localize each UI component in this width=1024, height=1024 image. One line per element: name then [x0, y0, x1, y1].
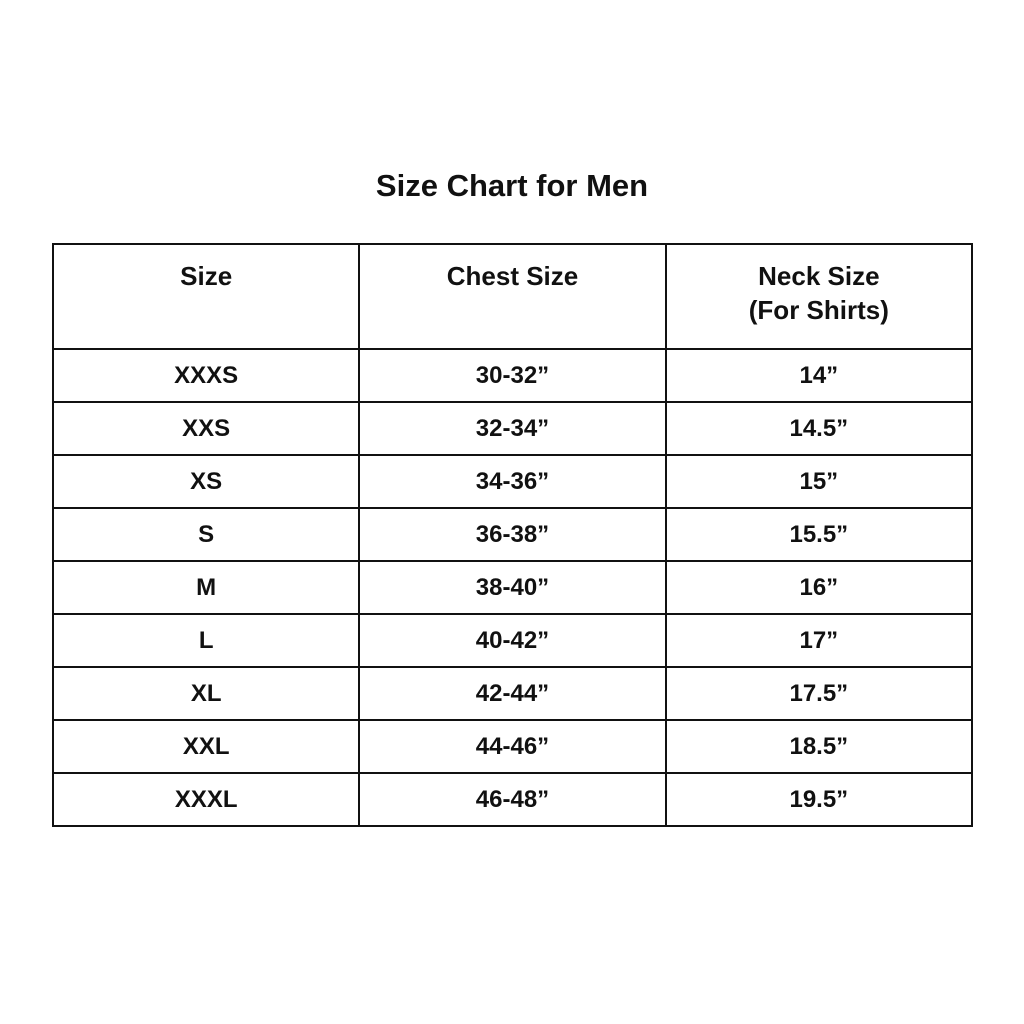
- header-neck-size-label: Neck Size: [758, 261, 880, 291]
- cell-neck-size: 14.5”: [664, 401, 974, 456]
- cell-neck-size: 18.5”: [664, 719, 974, 774]
- cell-neck-size: 16”: [664, 560, 974, 615]
- header-chest-size: Chest Size: [358, 243, 667, 350]
- table-row: S 36-38” 15.5”: [51, 507, 974, 562]
- header-row: Size Chest Size Neck Size (For Shirts): [51, 243, 974, 350]
- table-row: XS 34-36” 15”: [51, 454, 974, 509]
- table-row: XXS 32-34” 14.5”: [51, 401, 974, 456]
- cell-chest-size: 32-34”: [358, 401, 667, 456]
- cell-size: XS: [51, 454, 361, 509]
- size-table: Size Chest Size Neck Size (For Shirts) XX…: [51, 243, 974, 827]
- table-row: XXL 44-46” 18.5”: [51, 719, 974, 774]
- cell-chest-size: 44-46”: [358, 719, 667, 774]
- cell-size: XXXS: [51, 348, 361, 403]
- cell-chest-size: 40-42”: [358, 613, 667, 668]
- cell-neck-size: 15”: [664, 454, 974, 509]
- table-row: XXXL 46-48” 19.5”: [51, 772, 974, 827]
- cell-neck-size: 17”: [664, 613, 974, 668]
- table-row: L 40-42” 17”: [51, 613, 974, 668]
- cell-size: XL: [51, 666, 361, 721]
- table-row: XXXS 30-32” 14”: [51, 348, 974, 403]
- cell-chest-size: 38-40”: [358, 560, 667, 615]
- header-neck-size-note: (For Shirts): [748, 295, 889, 325]
- cell-neck-size: 14”: [664, 348, 974, 403]
- cell-chest-size: 46-48”: [358, 772, 667, 827]
- cell-chest-size: 30-32”: [358, 348, 667, 403]
- page-title: Size Chart for Men: [375, 168, 649, 203]
- header-size: Size: [51, 243, 361, 350]
- cell-neck-size: 17.5”: [664, 666, 974, 721]
- cell-neck-size: 15.5”: [664, 507, 974, 562]
- cell-size: XXXL: [51, 772, 361, 827]
- table-row: XL 42-44” 17.5”: [51, 666, 974, 721]
- table-row: M 38-40” 16”: [51, 560, 974, 615]
- cell-size: XXS: [51, 401, 361, 456]
- cell-neck-size: 19.5”: [664, 772, 974, 827]
- cell-size: M: [51, 560, 361, 615]
- cell-size: S: [51, 507, 361, 562]
- cell-chest-size: 42-44”: [358, 666, 667, 721]
- cell-chest-size: 36-38”: [358, 507, 667, 562]
- header-neck-size: Neck Size (For Shirts): [664, 243, 974, 350]
- cell-chest-size: 34-36”: [358, 454, 667, 509]
- cell-size: XXL: [51, 719, 361, 774]
- cell-size: L: [51, 613, 361, 668]
